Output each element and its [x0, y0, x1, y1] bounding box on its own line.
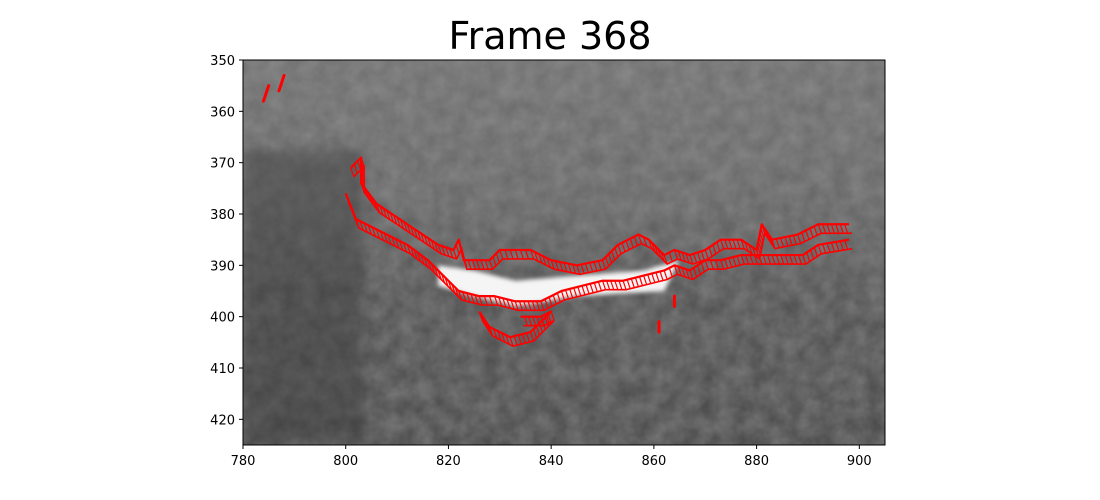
y-tick-label: 370: [210, 157, 235, 172]
plot-title: Frame 368: [448, 14, 652, 58]
x-tick-label: 840: [539, 454, 564, 469]
bright-region: [438, 260, 680, 307]
x-tick-label: 880: [744, 454, 769, 469]
x-tick-label: 820: [436, 454, 461, 469]
y-tick-label: 360: [210, 105, 235, 120]
lower-contour: [344, 193, 853, 312]
image-background: [243, 60, 885, 445]
inner-lobe-contour: [478, 310, 555, 348]
x-tick-label: 900: [847, 454, 872, 469]
x-tick-label: 800: [333, 454, 358, 469]
spot-2: [277, 73, 286, 93]
x-tick-label: 780: [231, 454, 256, 469]
y-tick-label: 350: [210, 54, 235, 69]
y-axis: 350 360 370 380 390 400 410 420: [210, 54, 243, 428]
spot-1: [262, 84, 271, 103]
x-tick-label: 860: [641, 454, 666, 469]
y-tick-label: 390: [210, 259, 235, 274]
plot-frame: [242, 59, 886, 446]
y-tick-label: 420: [210, 413, 235, 428]
vector-overlay: [262, 73, 853, 348]
y-tick-label: 410: [210, 362, 235, 377]
y-tick-label: 400: [210, 311, 235, 326]
x-axis: 780 800 820 840 860 880 900: [231, 445, 872, 469]
y-tick-label: 380: [210, 208, 235, 223]
